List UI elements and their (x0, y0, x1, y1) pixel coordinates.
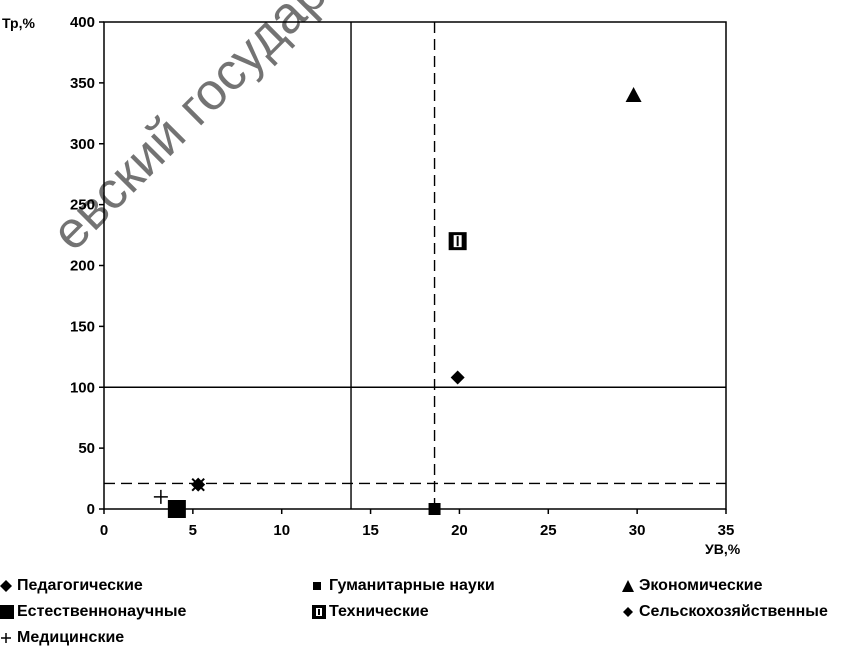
y-tick-label: 150 (70, 318, 95, 335)
diamond-icon (0, 580, 14, 592)
small-square-icon (312, 581, 326, 591)
diamond-icon (622, 606, 636, 618)
x-tick-label: 35 (718, 522, 735, 539)
y-tick-label: 200 (70, 258, 95, 275)
legend-label: Естественнонаучные (17, 603, 187, 620)
data-point-big-square (167, 500, 186, 518)
y-tick-label: 350 (70, 75, 95, 92)
y-tick-label: 50 (78, 440, 95, 457)
x-tick-label: 25 (540, 522, 557, 539)
y-tick-label: 300 (70, 136, 95, 153)
legend-item-economics: Экономические (622, 576, 762, 596)
scatter-chart: 0 50 100 150 200 250 300 350 400 0 5 10 15 20 25 30 35 Тр… (2, 14, 741, 557)
x-tick-label: 20 (451, 522, 468, 539)
big-square-icon (0, 605, 14, 619)
legend-item-humanities: Гуманитарные науки (312, 576, 495, 596)
data-point-diamond (450, 370, 465, 385)
y-tick-label: 100 (70, 379, 95, 396)
legend-label: Сельскохозяйственные (639, 603, 828, 620)
data-point-plus (153, 489, 168, 504)
y-tick-label: 250 (70, 197, 95, 214)
x-axis-title: УВ,% (705, 541, 741, 557)
data-point-triangle (625, 87, 642, 103)
data-point-asterisk-overlay (191, 477, 205, 492)
x-tick-label: 10 (273, 522, 290, 539)
plus-icon (0, 632, 14, 644)
legend-item-natural-sciences: Естественнонаучные (0, 602, 186, 622)
data-point-small-square (428, 503, 441, 515)
data-point-boxed-square-core (456, 236, 459, 247)
legend-label: Гуманитарные науки (329, 577, 495, 594)
y-axis-title: Тр,% (2, 15, 35, 31)
legend-item-technical: Технические (312, 602, 429, 622)
x-tick-label: 0 (100, 522, 108, 539)
legend: Педагогические Гуманитарные науки Эконом… (0, 574, 866, 658)
x-tick-label: 5 (189, 522, 197, 539)
triangle-icon (622, 580, 636, 592)
legend-label: Педагогические (17, 577, 143, 594)
legend-item-medical: Медицинские (0, 628, 124, 648)
y-tick-label: 400 (70, 14, 95, 31)
boxed-square-icon (312, 605, 326, 619)
y-tick-label: 0 (87, 501, 95, 518)
legend-item-agricultural: Сельскохозяйственные (622, 602, 828, 622)
legend-label: Медицинские (17, 629, 125, 646)
legend-item-pedagogical: Педагогические (0, 576, 143, 596)
x-tick-label: 15 (362, 522, 379, 539)
legend-label: Экономические (639, 577, 763, 594)
x-tick-label: 30 (629, 522, 646, 539)
legend-label: Технические (329, 603, 429, 620)
